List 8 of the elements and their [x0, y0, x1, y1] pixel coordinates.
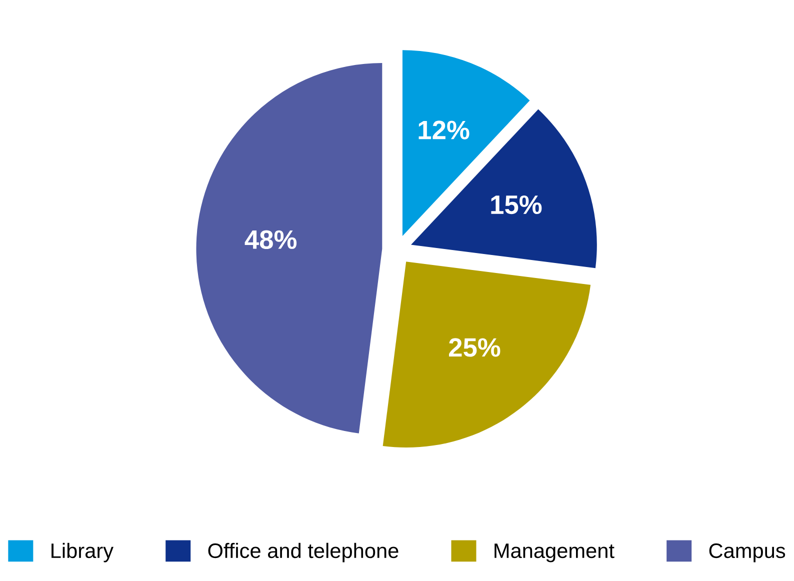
- legend-label: Office and telephone: [208, 542, 398, 562]
- legend-label: Campus: [709, 543, 786, 562]
- data-label: 48%: [244, 230, 297, 249]
- data-label: 12%: [418, 120, 470, 140]
- data-label: 15%: [491, 195, 542, 214]
- data-label: 25%: [448, 338, 500, 357]
- legend-label: Management: [494, 544, 614, 562]
- legend-label: Library: [52, 542, 114, 562]
